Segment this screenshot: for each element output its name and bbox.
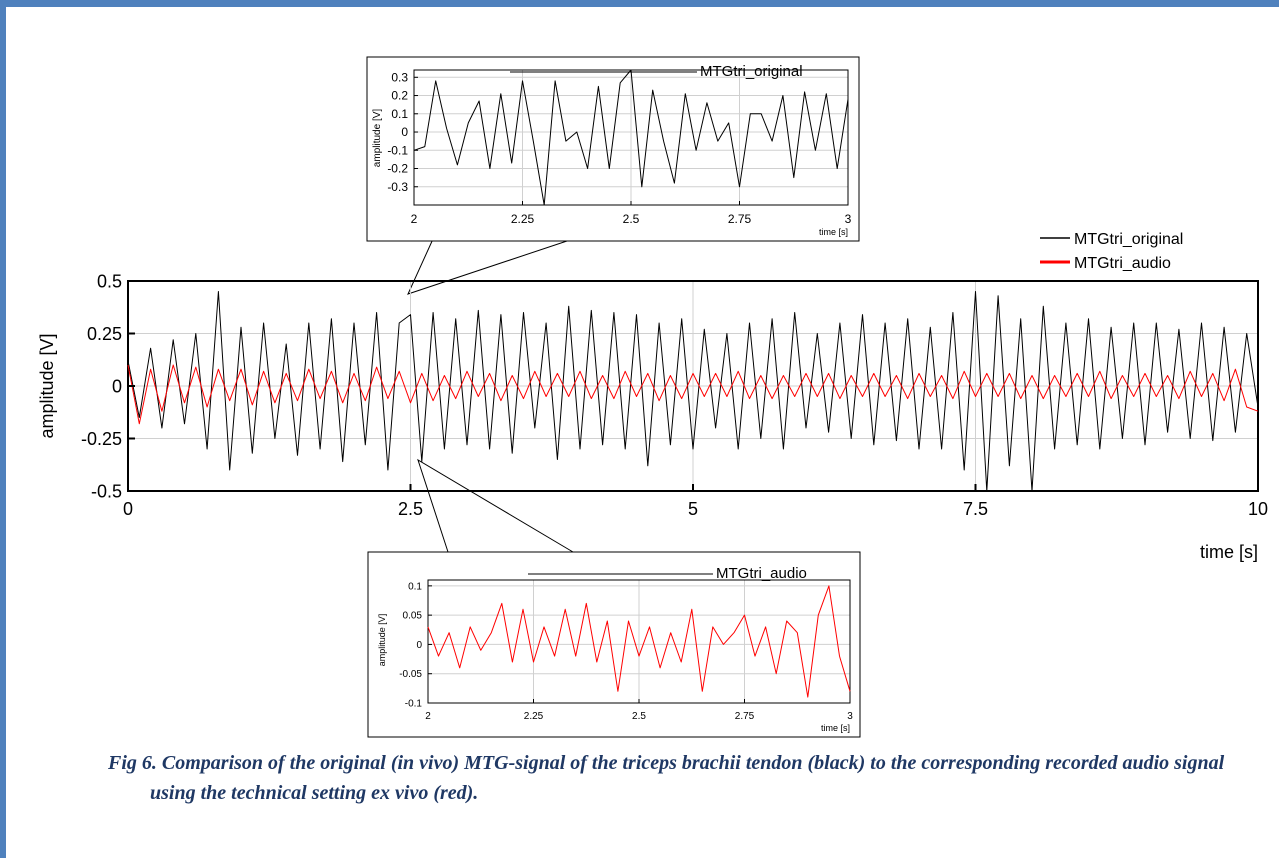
x-tick-label: 3 xyxy=(845,212,852,226)
y-tick-label: -0.1 xyxy=(405,699,423,710)
x-tick-label: 7.5 xyxy=(963,499,988,519)
x-axis-label: time [s] xyxy=(821,723,850,733)
inset-title: MTGtri_audio xyxy=(716,565,807,582)
legend-label-MTGtri_original: MTGtri_original xyxy=(1074,231,1183,248)
x-tick-label: 10 xyxy=(1248,499,1268,519)
y-tick-label: 0 xyxy=(112,376,122,396)
x-axis-label: time [s] xyxy=(819,227,848,237)
y-tick-label: 0 xyxy=(401,125,408,139)
x-tick-label: 2.5 xyxy=(398,499,423,519)
y-axis-label: amplitude [V] xyxy=(377,614,387,667)
x-tick-label: 2.25 xyxy=(524,711,544,722)
x-tick-label: 2.5 xyxy=(623,212,640,226)
caption-label: Fig 6. xyxy=(108,752,157,774)
x-tick-label: 5 xyxy=(688,499,698,519)
x-tick-label: 2.25 xyxy=(511,212,535,226)
y-axis-label: amplitude [V] xyxy=(372,109,383,168)
x-tick-label: 2 xyxy=(425,711,431,722)
x-tick-label: 2.75 xyxy=(728,212,752,226)
y-axis-label: amplitude [V] xyxy=(37,333,57,438)
series-line-MTGtri_original xyxy=(413,69,849,206)
chart-inset_original: 2 2.25 2.5 2.75 3 0.3 0.2 0.1 0 -0.1 -0.2 -0.3 time … xyxy=(366,56,860,242)
y-tick-label: -0.3 xyxy=(387,180,408,194)
y-tick-label: 0.1 xyxy=(408,581,422,592)
y-tick-label: 0.2 xyxy=(391,89,408,103)
y-tick-label: -0.2 xyxy=(387,162,408,176)
chart-inset_audio: 2 2.25 2.5 2.75 3 0.1 0.05 0 -0.05 -0.1 time [s] am… xyxy=(367,551,861,738)
y-tick-label: -0.1 xyxy=(387,143,408,157)
chart-main: 0 2.5 5 7.5 10 0.5 0.25 0 -0.25 -0.5 time [s] ampli… xyxy=(37,271,1268,562)
callout-lines xyxy=(407,238,574,553)
series-line-MTGtri_audio xyxy=(427,585,851,698)
x-tick-label: 2.5 xyxy=(632,711,646,722)
series-line-MTGtri_original xyxy=(127,291,1259,492)
legend-label-MTGtri_audio: MTGtri_audio xyxy=(1074,255,1171,272)
y-tick-label: -0.25 xyxy=(81,429,122,449)
y-tick-label: 0.5 xyxy=(97,271,122,291)
caption-text: Comparison of the original (in vivo) MTG… xyxy=(150,752,1225,804)
y-tick-label: 0.1 xyxy=(391,107,408,121)
y-tick-label: 0.3 xyxy=(391,70,408,84)
inset-title: MTGtri_original xyxy=(700,63,803,80)
figure-caption: Fig 6. Comparison of the original (in vi… xyxy=(108,748,1268,808)
x-axis-label: time [s] xyxy=(1200,542,1258,562)
x-tick-label: 3 xyxy=(847,711,853,722)
y-tick-label: 0.25 xyxy=(87,324,122,344)
x-tick-label: 2 xyxy=(411,212,418,226)
callout-bottom xyxy=(417,458,574,553)
inset-box xyxy=(366,56,860,242)
series-line-MTGtri_audio xyxy=(127,364,1259,425)
callout-top xyxy=(407,238,574,295)
figure: 0 2.5 5 7.5 10 0.5 0.25 0 -0.25 -0.5 time [s] ampli… xyxy=(37,56,1268,738)
y-tick-label: -0.05 xyxy=(399,669,422,680)
x-tick-label: 0 xyxy=(123,499,133,519)
y-tick-label: 0.05 xyxy=(403,611,423,622)
x-tick-label: 2.75 xyxy=(735,711,755,722)
y-tick-label: 0 xyxy=(416,640,422,651)
legend: MTGtri_original MTGtri_audio xyxy=(1040,231,1183,272)
y-tick-label: -0.5 xyxy=(91,481,122,501)
